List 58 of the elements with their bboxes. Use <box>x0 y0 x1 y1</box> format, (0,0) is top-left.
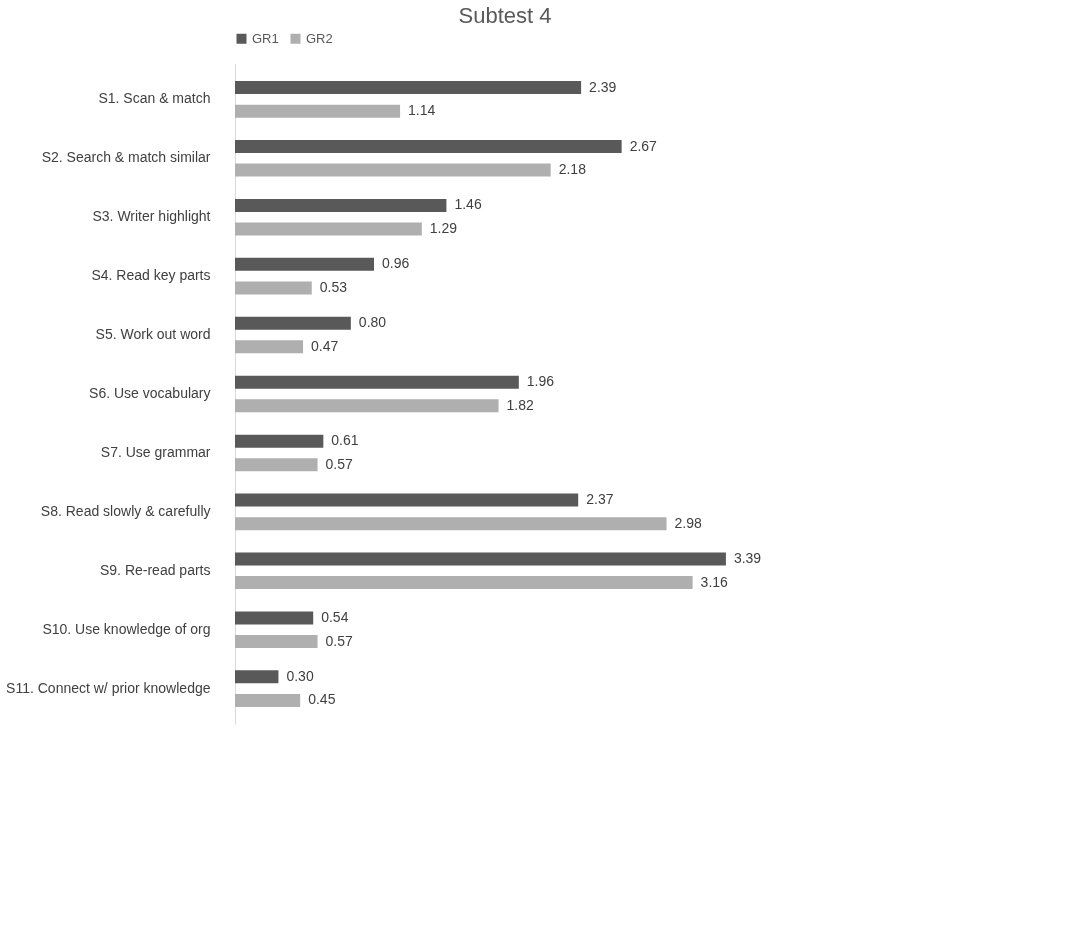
y-tick-label: S6. Use vocabulary <box>89 385 211 401</box>
data-label: 3.39 <box>733 550 762 566</box>
bar <box>235 81 582 95</box>
data-label: 0.80 <box>358 314 387 331</box>
data-label: 0.47 <box>311 337 339 354</box>
data-label: 0.57 <box>325 455 353 472</box>
y-tick-label: S3. Writer highlight <box>92 208 211 225</box>
bar <box>235 340 304 354</box>
bar <box>235 257 375 271</box>
y-tick-label: S2. Search & match similar <box>41 149 211 166</box>
bar <box>235 517 667 531</box>
bar <box>235 316 351 330</box>
data-label: 2.98 <box>674 514 702 531</box>
bar <box>235 198 447 212</box>
data-label: 1.14 <box>408 102 436 119</box>
y-tick-label: S11. Connect w/ prior knowledge <box>6 679 211 696</box>
y-tick-label: S4. Read key parts <box>91 267 211 284</box>
data-label: 0.57 <box>325 632 353 649</box>
bar <box>235 670 279 684</box>
data-label: 2.37 <box>586 491 614 508</box>
data-label: 0.45 <box>308 691 336 708</box>
bar <box>235 399 499 413</box>
data-label: 0.53 <box>319 278 348 295</box>
bar <box>235 552 726 566</box>
bar <box>235 375 519 389</box>
bar <box>235 140 622 153</box>
bar <box>235 222 422 236</box>
bar <box>235 458 318 472</box>
bar <box>235 163 551 177</box>
y-tick-label: S7. Use grammar <box>100 443 211 460</box>
bar <box>235 434 324 448</box>
data-label: 2.18 <box>558 161 587 178</box>
data-label: 3.16 <box>700 573 729 590</box>
y-tick-label: S9. Re-read parts <box>100 561 211 578</box>
data-label: 1.29 <box>429 220 458 236</box>
y-tick-label: S10. Use knowledge of org <box>42 620 211 637</box>
data-label: 1.82 <box>506 396 535 413</box>
bar <box>235 493 579 507</box>
y-tick-label: S1. Scan & match <box>98 90 211 107</box>
bar <box>235 693 301 707</box>
data-label: 1.46 <box>454 196 482 213</box>
y-tick-label: S8. Read slowly & carefully <box>40 502 211 519</box>
data-label: 0.61 <box>331 432 359 449</box>
data-label: 0.30 <box>286 667 314 684</box>
data-label: 0.96 <box>382 255 410 272</box>
data-label: 1.96 <box>526 373 555 390</box>
data-label: 2.39 <box>589 78 617 95</box>
bar <box>235 281 312 295</box>
legend-label: GR2 <box>306 30 333 46</box>
legend-label: GR1 <box>252 30 279 46</box>
data-label: 2.67 <box>629 137 658 154</box>
data-label: 0.54 <box>321 608 349 625</box>
y-tick-label: S5. Work out word <box>95 326 211 343</box>
bar <box>235 576 693 590</box>
bar <box>235 611 314 625</box>
bar <box>235 104 401 118</box>
bar <box>235 635 318 648</box>
chart-title: Subtest 4 <box>458 3 552 28</box>
